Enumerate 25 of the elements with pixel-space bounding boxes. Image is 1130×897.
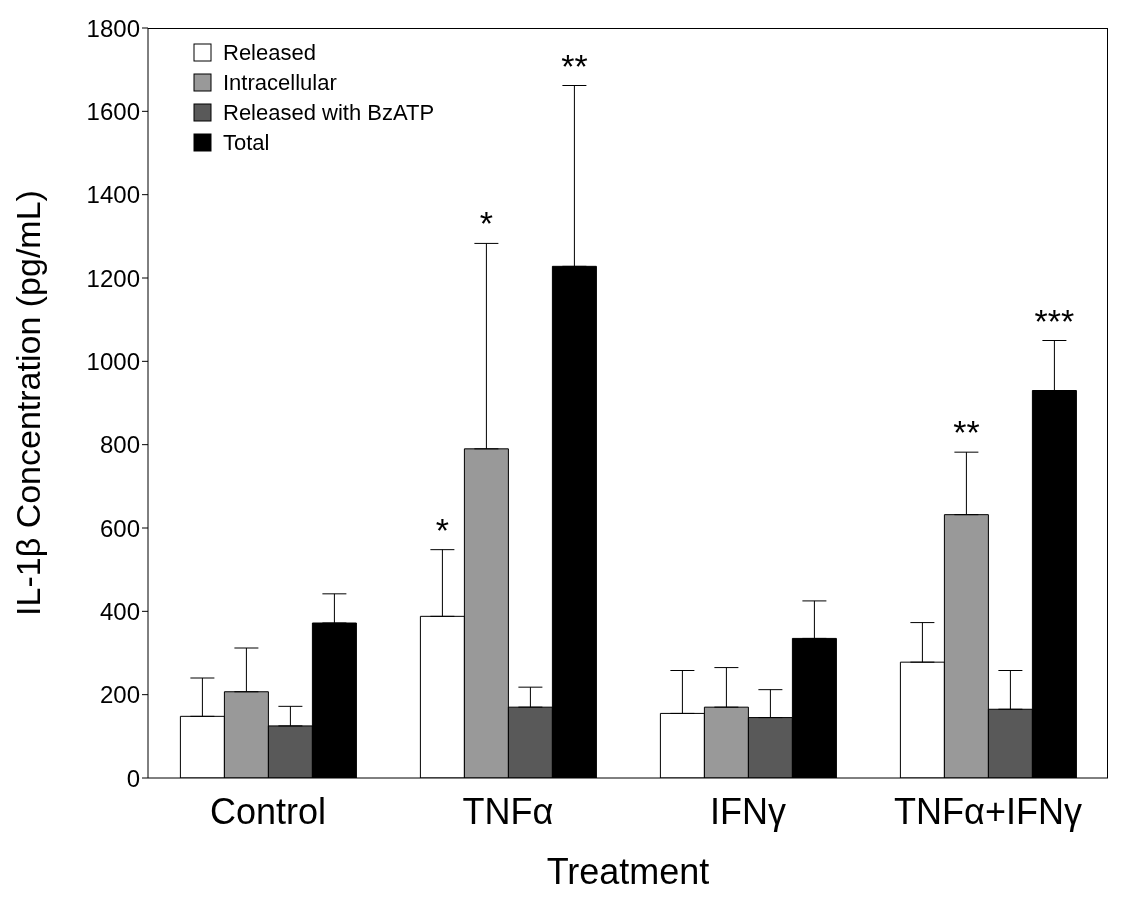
annotation: ** [561, 46, 588, 85]
y-tick-label: 1800 [86, 14, 140, 42]
annotation: * [479, 204, 494, 243]
y-axis-title: IL-1β Concentration (pg/mL) [9, 190, 48, 616]
x-tick-label: TNFα [462, 790, 554, 832]
x-tick-label: TNFα+IFNγ [894, 790, 1082, 832]
annotation: *** [1034, 301, 1075, 340]
x-axis-title: Treatment [546, 851, 710, 892]
y-tick-label: 1400 [86, 181, 140, 209]
y-tick-label: 0 [126, 764, 140, 792]
legend-label: Intracellular [223, 70, 337, 96]
legend-label: Released [223, 40, 316, 66]
annotation: ** [953, 413, 980, 452]
y-tick-label: 1600 [86, 97, 140, 125]
legend-label: Total [223, 130, 270, 156]
y-tick-label: 600 [99, 514, 140, 542]
y-tick-label: 400 [99, 597, 140, 625]
annotation: * [435, 510, 450, 549]
x-tick-label: Control [209, 790, 327, 832]
legend-label: Released with BzATP [223, 100, 435, 126]
x-tick-label: IFNγ [710, 790, 786, 832]
y-tick-label: 1000 [86, 347, 140, 375]
y-tick-label: 1200 [86, 264, 140, 292]
y-tick-label: 200 [99, 681, 140, 709]
y-tick-label: 800 [99, 431, 140, 459]
